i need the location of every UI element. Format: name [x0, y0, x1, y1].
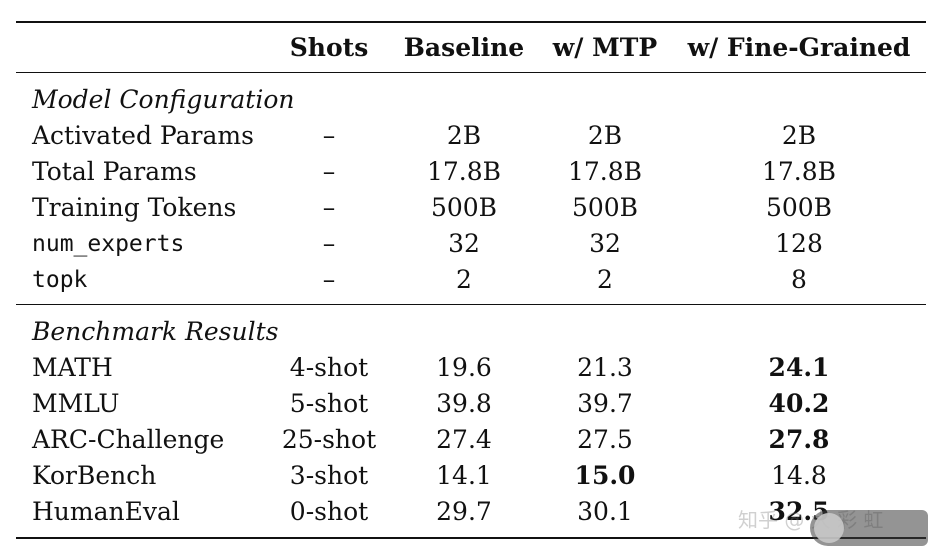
- table-cell: 2B: [446, 121, 482, 150]
- row-label: topk: [32, 267, 88, 293]
- table-cell: 500B: [571, 193, 639, 222]
- table-cell: 17.8B: [567, 157, 643, 186]
- row-label: Training Tokens: [32, 193, 237, 222]
- table-cell: –: [322, 229, 336, 258]
- table-cell: 2B: [781, 121, 817, 150]
- bottom-rule: [16, 537, 926, 539]
- table-cell: –: [322, 121, 336, 150]
- table-cell: 2: [597, 265, 613, 294]
- table-cell: 19.6: [436, 353, 492, 382]
- table-cell: 30.1: [577, 497, 633, 526]
- table-cell: 25-shot: [281, 425, 377, 454]
- table-cell: 0-shot: [289, 497, 369, 526]
- table-cell: 14.8: [771, 461, 827, 490]
- table-cell: 40.2: [768, 389, 830, 418]
- row-label: MATH: [32, 353, 113, 382]
- table-cell: 39.8: [436, 389, 492, 418]
- section-title: Model Configuration: [32, 85, 295, 114]
- row-label: Activated Params: [32, 121, 254, 150]
- table-cell: 500B: [430, 193, 498, 222]
- row-label: MMLU: [32, 389, 120, 418]
- table-cell: –: [322, 157, 336, 186]
- table-cell: 14.1: [436, 461, 492, 490]
- header-fine-grained: w/ Fine-Grained: [687, 33, 911, 62]
- table-cell: –: [322, 265, 336, 294]
- table-cell: –: [322, 193, 336, 222]
- table-cell: 32: [589, 229, 621, 258]
- table-cell: 29.7: [436, 497, 492, 526]
- header-baseline: Baseline: [403, 33, 525, 62]
- table-cell: 500B: [765, 193, 833, 222]
- table-cell: 32: [448, 229, 480, 258]
- table-cell: 27.5: [577, 425, 633, 454]
- header-shots: Shots: [289, 33, 369, 62]
- section-rule: [16, 304, 926, 305]
- table-cell: 5-shot: [289, 389, 369, 418]
- row-label: HumanEval: [32, 497, 180, 526]
- table-cell: 4-shot: [289, 353, 369, 382]
- table-cell: 27.8: [768, 425, 830, 454]
- row-label: ARC-Challenge: [32, 425, 225, 454]
- section-title: Benchmark Results: [32, 317, 279, 346]
- header-mtp: w/ MTP: [552, 33, 658, 62]
- row-label: Total Params: [32, 157, 197, 186]
- row-label: num_experts: [32, 231, 185, 257]
- table-cell: 128: [775, 229, 823, 258]
- table-cell: 39.7: [577, 389, 633, 418]
- table-cell: 2B: [587, 121, 623, 150]
- watermark-logo-icon: [814, 513, 844, 543]
- table-cell: 8: [791, 265, 807, 294]
- top-rule: [16, 21, 926, 23]
- table-cell: 2: [456, 265, 472, 294]
- table-cell: 27.4: [436, 425, 492, 454]
- table-cell: 21.3: [577, 353, 633, 382]
- header-rule: [16, 72, 926, 73]
- row-label: KorBench: [32, 461, 157, 490]
- watermark-logo: [810, 510, 928, 546]
- table-cell: 17.8B: [426, 157, 502, 186]
- table-cell: 3-shot: [289, 461, 369, 490]
- table-cell: 17.8B: [761, 157, 837, 186]
- table-cell: 15.0: [574, 461, 636, 490]
- table-cell: 24.1: [768, 353, 830, 382]
